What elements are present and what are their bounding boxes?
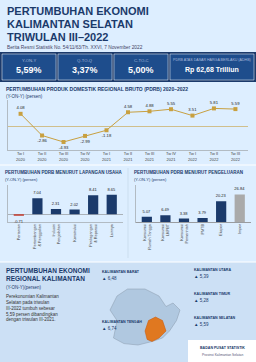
svg-text:PDRB ATAS DASAR HARGA BERLAKU: PDRB ATAS DASAR HARGA BERLAKU (ADHB): [173, 58, 251, 62]
svg-text:IndustriPengolahan: IndustriPengolahan: [52, 224, 61, 244]
svg-text:PMTB: PMTB: [201, 224, 205, 235]
svg-text:Berita Resmi Statistik No. 54/: Berita Resmi Statistik No. 54/11/63/Th. …: [7, 45, 143, 50]
svg-text:Tw II2022: Tw II2022: [209, 151, 219, 161]
svg-text:PERTUMBUHAN EKONOMIREGIONAL KA: PERTUMBUHAN EKONOMIREGIONAL KALIMANTAN: [6, 267, 90, 282]
svg-text:Pertambangan& Penggalian: Pertambangan& Penggalian: [33, 224, 42, 249]
svg-text:▲ 6,48: ▲ 6,48: [102, 276, 117, 281]
svg-text:KALIMANTAN TIMUR: KALIMANTAN TIMUR: [194, 292, 230, 296]
svg-text:5.07: 5.07: [143, 209, 152, 214]
svg-text:KonsumsiLKPBT: KonsumsiLKPBT: [161, 223, 170, 240]
svg-text:26.84: 26.84: [234, 186, 245, 191]
svg-text:-0.71: -0.71: [14, 219, 24, 224]
svg-text:4.88: 4.88: [145, 103, 154, 108]
svg-text:Tw III2021: Tw III2021: [145, 151, 155, 161]
svg-text:PERTUMBUHAN PDRB MENURUT LAPAN: PERTUMBUHAN PDRB MENURUT LAPANGAN USAHA: [5, 170, 122, 175]
svg-text:(Y-ON-Y) (persen): (Y-ON-Y) (persen): [134, 177, 167, 182]
svg-text:KALIMANTAN SELATAN: KALIMANTAN SELATAN: [7, 18, 133, 30]
svg-text:5,59%: 5,59%: [16, 65, 42, 75]
svg-text:TRIWULAN III–2022: TRIWULAN III–2022: [7, 31, 108, 43]
svg-text:-2.99: -2.99: [80, 139, 90, 144]
svg-text:C-TO-C: C-TO-C: [134, 58, 149, 63]
svg-text:Tw IV2021: Tw IV2021: [166, 151, 176, 161]
svg-text:▲ 6,74: ▲ 6,74: [102, 326, 117, 331]
svg-text:5,00%: 5,00%: [128, 65, 154, 75]
svg-text:2.02: 2.02: [70, 202, 79, 207]
svg-text:3,37%: 3,37%: [72, 65, 98, 75]
svg-text:▲ 5,28: ▲ 5,28: [194, 298, 209, 303]
svg-text:3.38: 3.38: [180, 211, 189, 216]
svg-text:4.58: 4.58: [124, 104, 133, 109]
svg-text:▲ 5,39: ▲ 5,39: [194, 274, 209, 279]
svg-text:8.41: 8.41: [89, 187, 98, 192]
svg-text:Tw II2021: Tw II2021: [124, 151, 134, 161]
svg-text:Tw I2021: Tw I2021: [102, 151, 112, 161]
svg-text:-1.18: -1.18: [102, 133, 112, 138]
svg-text:Q-TO-Q: Q-TO-Q: [77, 58, 93, 63]
svg-text:5.59: 5.59: [231, 101, 240, 106]
svg-text:Perekonomian KalimantanSelatan: Perekonomian KalimantanSelatan pada triw…: [6, 294, 59, 322]
svg-text:6.49: 6.49: [161, 207, 170, 212]
svg-text:Tw II2020: Tw II2020: [38, 151, 48, 161]
svg-text:Tw I2020: Tw I2020: [16, 151, 26, 161]
svg-text:8.65: 8.65: [107, 187, 116, 192]
svg-text:Provinsi Kalimantan Selatan: Provinsi Kalimantan Selatan: [202, 353, 243, 357]
svg-text:20.23: 20.23: [216, 193, 227, 198]
svg-text:2.31: 2.31: [52, 201, 61, 206]
svg-text:PERTUMBUHAN PRODUK DOMESTIK RE: PERTUMBUHAN PRODUK DOMESTIK REGIONAL BRU…: [6, 86, 188, 92]
svg-text:Pertanian: Pertanian: [17, 224, 21, 240]
svg-text:(Y-ON-Y) (persen): (Y-ON-Y) (persen): [6, 94, 43, 99]
svg-text:Tw III2022: Tw III2022: [231, 151, 241, 161]
svg-text:KALIMANTAN UTARA: KALIMANTAN UTARA: [194, 268, 231, 272]
svg-text:KALIMANTAN TENGAH: KALIMANTAN TENGAH: [102, 320, 142, 324]
svg-text:▲ 5,59: ▲ 5,59: [194, 322, 209, 327]
svg-text:BADAN PUSAT STATISTIK: BADAN PUSAT STATISTIK: [200, 346, 245, 350]
svg-text:3.51: 3.51: [188, 107, 197, 112]
svg-text:7.04: 7.04: [33, 190, 42, 195]
svg-text:4.08: 4.08: [16, 105, 25, 110]
svg-text:Impor: Impor: [238, 223, 242, 233]
svg-text:(Y-ON-Y) (persen): (Y-ON-Y) (persen): [5, 177, 38, 182]
svg-text:-2.86: -2.86: [37, 138, 47, 143]
svg-text:Tw IV2020: Tw IV2020: [80, 151, 90, 161]
svg-text:Tw III2020: Tw III2020: [59, 151, 69, 161]
svg-text:PERTUMBUHAN PDRB MENURUT PENGE: PERTUMBUHAN PDRB MENURUT PENGELUARAN: [134, 170, 243, 175]
svg-text:PERTUMBUHAN EKONOMI: PERTUMBUHAN EKONOMI: [7, 5, 149, 17]
svg-text:(Y-ON-Y)(persen): (Y-ON-Y)(persen): [6, 285, 42, 290]
svg-text:Perdagangan& Reparasi: Perdagangan& Reparasi: [89, 224, 98, 247]
svg-text:KonsumsiRumah Tangga: KonsumsiRumah Tangga: [143, 223, 152, 250]
svg-text:5.81: 5.81: [210, 100, 219, 105]
svg-text:KonsumsiPemerintah: KonsumsiPemerintah: [180, 224, 189, 244]
svg-text:KALIMANTAN BARAT: KALIMANTAN BARAT: [102, 270, 140, 274]
svg-text:5.55: 5.55: [167, 101, 176, 106]
svg-text:-4.93: -4.93: [59, 145, 69, 150]
svg-text:Y-ON-Y: Y-ON-Y: [22, 58, 36, 63]
svg-text:3.79: 3.79: [198, 210, 207, 215]
svg-text:Ekspor: Ekspor: [219, 223, 223, 236]
svg-text:KALIMANTAN SELATAN: KALIMANTAN SELATAN: [194, 316, 236, 320]
svg-text:Konstruksi: Konstruksi: [73, 224, 77, 242]
svg-text:Rp 62,68 Trilliun: Rp 62,68 Trilliun: [185, 66, 239, 74]
svg-text:Lainnya: Lainnya: [110, 223, 114, 237]
svg-text:Tw I2022: Tw I2022: [188, 151, 198, 161]
